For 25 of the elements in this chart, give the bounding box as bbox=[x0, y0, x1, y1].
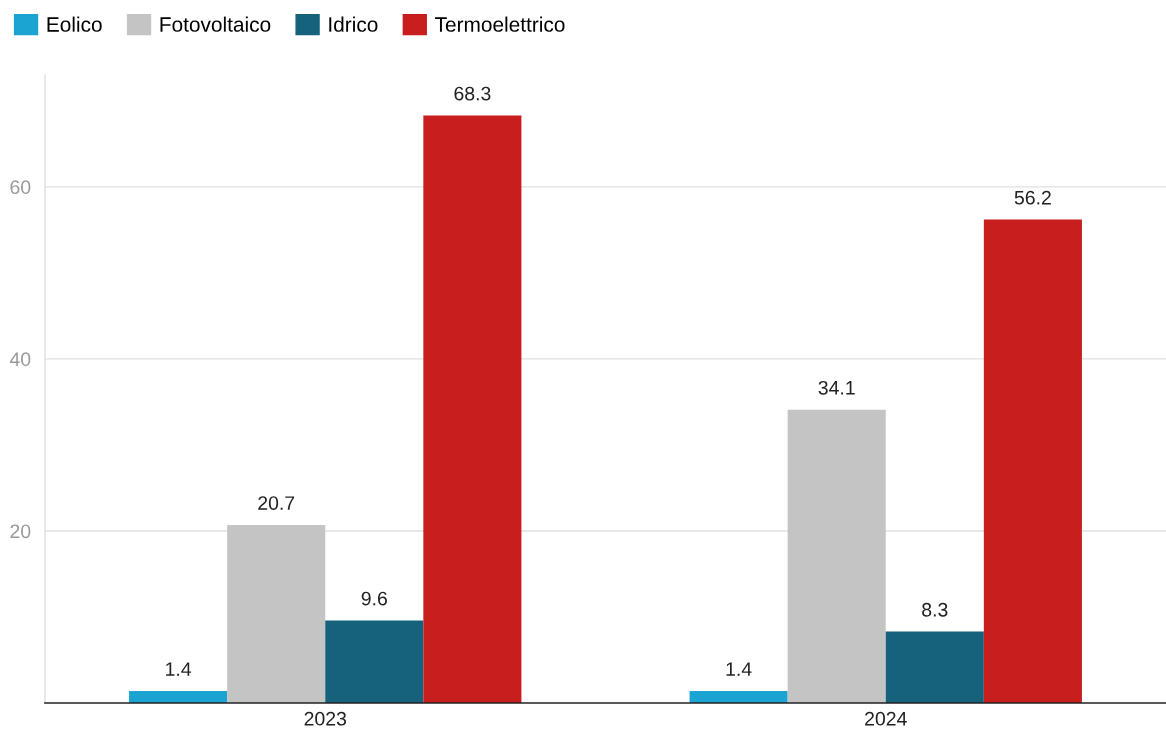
bar bbox=[325, 620, 424, 703]
bar bbox=[129, 690, 228, 703]
bar bbox=[227, 524, 326, 703]
bar bbox=[787, 409, 886, 703]
data-label: 56.2 bbox=[1014, 190, 1051, 205]
bar bbox=[885, 631, 984, 703]
x-tick-label: 2024 bbox=[865, 711, 907, 726]
data-label: 8.3 bbox=[922, 602, 948, 617]
bar bbox=[983, 219, 1082, 703]
y-tick-label: 40 bbox=[9, 352, 31, 367]
data-label: 34.1 bbox=[818, 380, 855, 395]
legend-label: Eolico bbox=[47, 16, 102, 32]
data-label: 1.4 bbox=[166, 662, 192, 676]
data-label: 1.4 bbox=[726, 662, 752, 676]
y-tick-label: 60 bbox=[10, 180, 31, 195]
data-label: 9.6 bbox=[361, 591, 387, 606]
bar bbox=[423, 115, 522, 703]
data-label: 20.7 bbox=[258, 496, 295, 510]
legend-label: Termoelettrico bbox=[435, 16, 565, 32]
y-tick-label: 20 bbox=[10, 524, 31, 539]
data-label: 68.3 bbox=[454, 86, 491, 101]
legend-label: Fotovoltaico bbox=[160, 16, 271, 32]
x-tick-label: 2023 bbox=[304, 711, 347, 726]
bar bbox=[689, 690, 788, 703]
legend-label: Idrico bbox=[329, 16, 378, 32]
